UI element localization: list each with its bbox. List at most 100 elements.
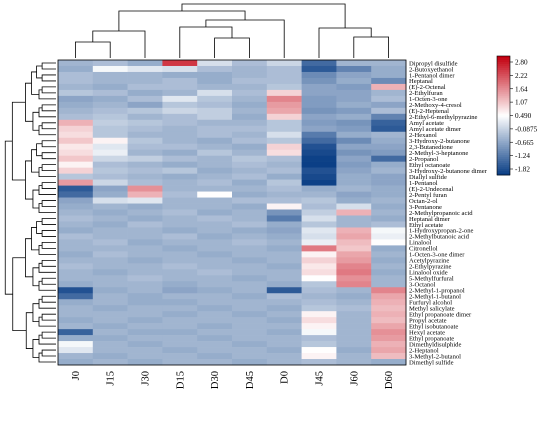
dendrogram-link <box>41 122 56 130</box>
legend-tick-label: -1.82 <box>515 166 530 174</box>
legend-tick-label: -0.0875 <box>515 125 538 133</box>
heatmap-cell <box>336 353 372 360</box>
heatmap-cell <box>162 341 198 348</box>
dendrogram-link <box>41 164 56 172</box>
heatmap-cell <box>92 359 128 366</box>
heatmap-cell <box>58 131 94 139</box>
heatmap-cell <box>127 179 163 186</box>
legend-swatch <box>497 79 510 83</box>
heatmap-cell <box>58 341 94 348</box>
heatmap-cell <box>266 233 302 240</box>
heatmap-cell <box>58 239 94 246</box>
row-label: 2-Pentyl furan <box>409 192 448 199</box>
legend-swatch <box>497 159 510 162</box>
heatmap-cell <box>127 341 163 348</box>
heatmap-cell <box>232 329 268 336</box>
heatmap-cell <box>197 293 233 300</box>
legend-swatch <box>497 65 510 69</box>
heatmap-cell <box>371 101 407 109</box>
row-label: Ethyl propanoate <box>409 335 454 342</box>
heatmap-cell <box>371 293 407 300</box>
heatmap-cell <box>336 323 372 330</box>
heatmap-cell <box>92 293 128 300</box>
heatmap-cell <box>58 113 94 121</box>
heatmap-cell <box>162 359 198 366</box>
heatmap-cell <box>162 77 198 85</box>
row-label: 2,3-Butanedione <box>409 144 453 151</box>
dendrogram-link <box>318 27 372 58</box>
dendrogram-link <box>32 339 39 358</box>
heatmap-cell <box>92 185 128 192</box>
heatmap-cell <box>371 71 407 79</box>
heatmap-cell <box>266 131 302 139</box>
legend-tick-label: 1.07 <box>515 99 528 107</box>
heatmap-cell <box>336 179 372 186</box>
heatmap-cell <box>92 167 128 174</box>
heatmap-cell <box>301 95 337 103</box>
legend-swatch <box>497 121 510 124</box>
heatmap-cell <box>127 71 163 79</box>
heatmap-cell <box>266 353 302 360</box>
color-legend: 2.80 2.22 1.64 1.07 0.490 -0.0875 -0.665 -1.24 -… <box>496 55 538 176</box>
heatmap-cell <box>371 311 407 318</box>
heatmap-cell <box>162 269 198 276</box>
legend-swatch <box>497 99 510 103</box>
heatmap-cell <box>371 77 407 85</box>
heatmap-cell <box>266 173 302 180</box>
heatmap-cell <box>371 263 407 270</box>
heatmap-cell <box>266 335 302 342</box>
legend-swatch <box>497 105 510 108</box>
heatmap-cell <box>197 263 233 270</box>
heatmap-cell <box>232 257 268 264</box>
legend-swatch <box>497 165 510 168</box>
heatmap-cell <box>266 329 302 336</box>
heatmap-cell <box>58 119 94 127</box>
heatmap-cell <box>266 245 302 252</box>
row-label: 2-Methyl-1-butanol <box>409 294 461 301</box>
row-label: Acetylpyrazine <box>409 258 449 265</box>
heatmap-cell <box>232 89 268 97</box>
heatmap-cell <box>127 245 163 252</box>
heatmap-cell <box>266 305 302 312</box>
heatmap-cell <box>162 353 198 360</box>
row-label: 2-Butoxyethanol <box>409 66 453 73</box>
heatmap-cell <box>301 143 337 151</box>
heatmap-cell <box>266 83 302 91</box>
heatmap-cell <box>197 215 233 222</box>
dendrogram-link <box>32 267 39 287</box>
heatmap-cell <box>58 155 94 162</box>
heatmap-cell <box>301 113 337 121</box>
row-label: Dimethyldisulphide <box>409 341 461 348</box>
dendrogram-link <box>41 331 56 339</box>
heatmap-cell <box>58 95 94 103</box>
heatmap-cell <box>336 143 372 151</box>
heatmap-cell <box>92 323 128 330</box>
heatmap-cell <box>301 353 337 360</box>
row-label: Dimethyl sulfide <box>409 359 454 366</box>
heatmap-cell <box>197 317 233 324</box>
heatmap-cell <box>301 173 337 180</box>
legend-swatch <box>497 137 510 140</box>
row-label: Heptanal dimer <box>409 216 451 223</box>
heatmap-cell <box>127 95 163 103</box>
heatmap-cell <box>336 167 372 174</box>
heatmap-cell <box>371 275 407 282</box>
heatmap-cell <box>127 185 163 192</box>
heatmap-cell <box>127 65 163 73</box>
column-dendrogram <box>75 3 389 58</box>
column-label: D0 <box>280 371 291 384</box>
heatmap-cell <box>197 203 233 210</box>
heatmap-cell <box>371 107 407 115</box>
dendrogram-link <box>38 352 56 363</box>
heatmap-cell <box>92 143 128 151</box>
dendrogram-link <box>32 303 39 323</box>
heatmap-cell <box>371 95 407 103</box>
dendrogram-link <box>12 257 27 332</box>
dendrogram-link <box>38 203 56 213</box>
dendrogram-link <box>41 295 56 303</box>
row-label: Methyl salicylate <box>409 305 455 312</box>
heatmap-cell <box>371 143 407 151</box>
heatmap-cell <box>371 131 407 139</box>
heatmap-cell <box>162 89 198 97</box>
heatmap-cell <box>371 257 407 264</box>
